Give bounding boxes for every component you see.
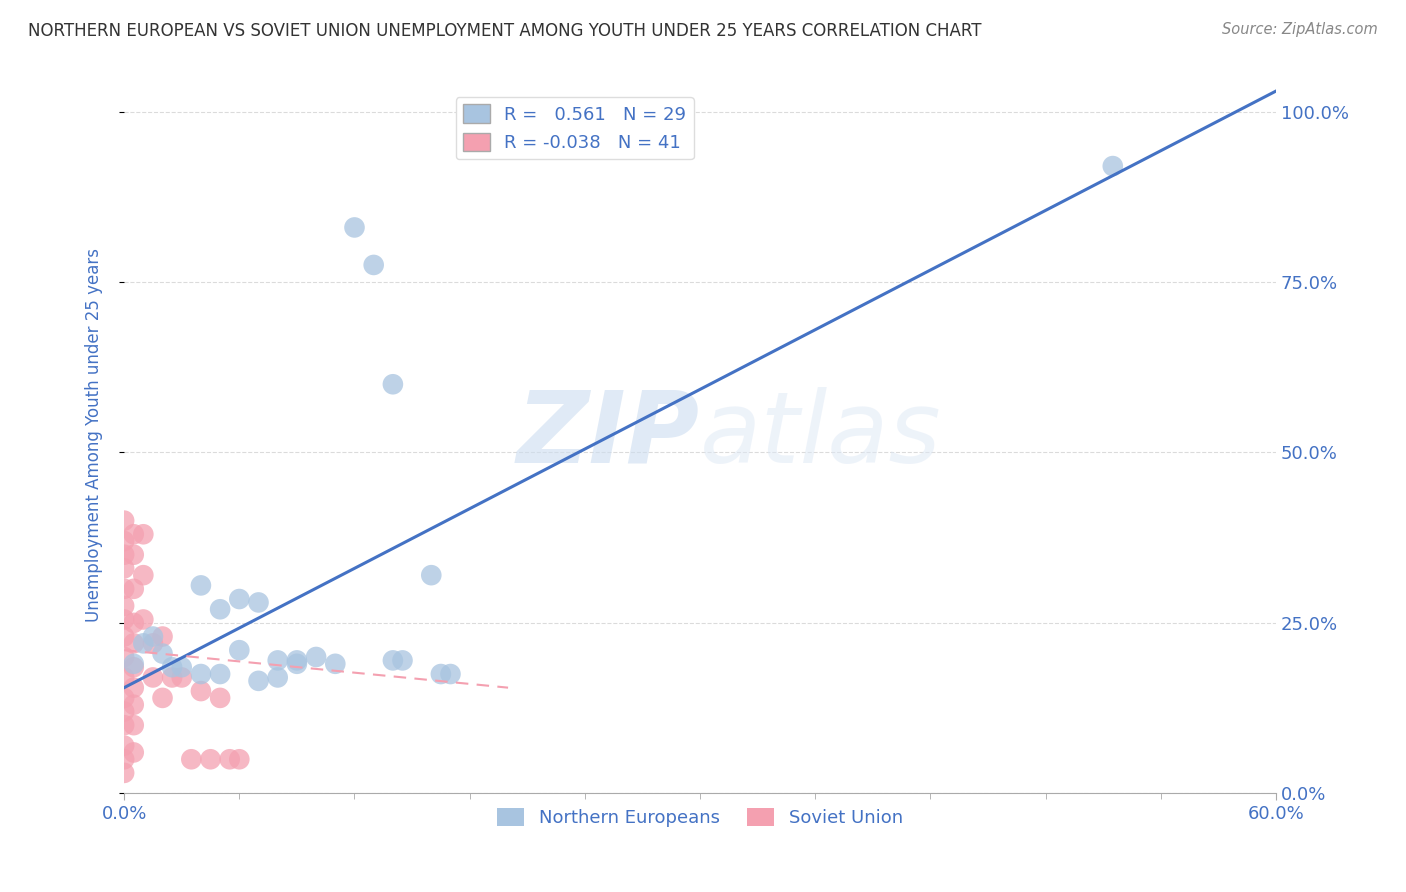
Point <box>122 527 145 541</box>
Point <box>142 636 165 650</box>
Point <box>323 657 346 671</box>
Point <box>285 653 308 667</box>
Point <box>170 660 193 674</box>
Point <box>381 653 404 667</box>
Point <box>112 690 135 705</box>
Text: Source: ZipAtlas.com: Source: ZipAtlas.com <box>1222 22 1378 37</box>
Point <box>122 681 145 695</box>
Point <box>218 752 240 766</box>
Point <box>122 582 145 596</box>
Point <box>142 630 165 644</box>
Point <box>200 752 222 766</box>
Point <box>152 690 174 705</box>
Point <box>209 667 232 681</box>
Point <box>112 612 135 626</box>
Point <box>152 647 174 661</box>
Point <box>228 752 250 766</box>
Point <box>112 582 135 596</box>
Point <box>112 739 135 753</box>
Point <box>391 653 413 667</box>
Point <box>285 657 308 671</box>
Point <box>132 636 155 650</box>
Point <box>170 670 193 684</box>
Point <box>381 377 404 392</box>
Point <box>160 670 183 684</box>
Point <box>363 258 385 272</box>
Point <box>142 670 165 684</box>
Point <box>160 660 183 674</box>
Point <box>132 568 155 582</box>
Point <box>122 615 145 630</box>
Point <box>112 561 135 575</box>
Point <box>112 548 135 562</box>
Point <box>122 698 145 712</box>
Text: NORTHERN EUROPEAN VS SOVIET UNION UNEMPLOYMENT AMONG YOUTH UNDER 25 YEARS CORREL: NORTHERN EUROPEAN VS SOVIET UNION UNEMPL… <box>28 22 981 40</box>
Point <box>112 670 135 684</box>
Point <box>343 220 366 235</box>
Point <box>132 527 155 541</box>
Point <box>152 630 174 644</box>
Text: atlas: atlas <box>700 387 942 483</box>
Point <box>112 705 135 719</box>
Point <box>190 667 212 681</box>
Point <box>112 514 135 528</box>
Point <box>112 630 135 644</box>
Point <box>122 718 145 732</box>
Point <box>190 578 212 592</box>
Point <box>247 673 270 688</box>
Point <box>228 643 250 657</box>
Point <box>420 568 443 582</box>
Point <box>122 636 145 650</box>
Point <box>1101 159 1123 173</box>
Point <box>267 670 290 684</box>
Point <box>190 684 212 698</box>
Point <box>112 765 135 780</box>
Point <box>112 599 135 613</box>
Point <box>132 612 155 626</box>
Point <box>305 650 328 665</box>
Point <box>267 653 290 667</box>
Point <box>122 660 145 674</box>
Point <box>209 602 232 616</box>
Point <box>122 548 145 562</box>
Point <box>112 650 135 665</box>
Point <box>180 752 202 766</box>
Point <box>112 752 135 766</box>
Point <box>112 534 135 549</box>
Legend: Northern Europeans, Soviet Union: Northern Europeans, Soviet Union <box>491 801 910 834</box>
Point <box>122 657 145 671</box>
Point <box>209 690 232 705</box>
Text: ZIP: ZIP <box>517 387 700 483</box>
Point <box>247 595 270 609</box>
Y-axis label: Unemployment Among Youth under 25 years: Unemployment Among Youth under 25 years <box>86 248 103 623</box>
Point <box>122 746 145 760</box>
Point <box>112 718 135 732</box>
Point <box>430 667 453 681</box>
Point <box>228 592 250 607</box>
Point <box>439 667 461 681</box>
